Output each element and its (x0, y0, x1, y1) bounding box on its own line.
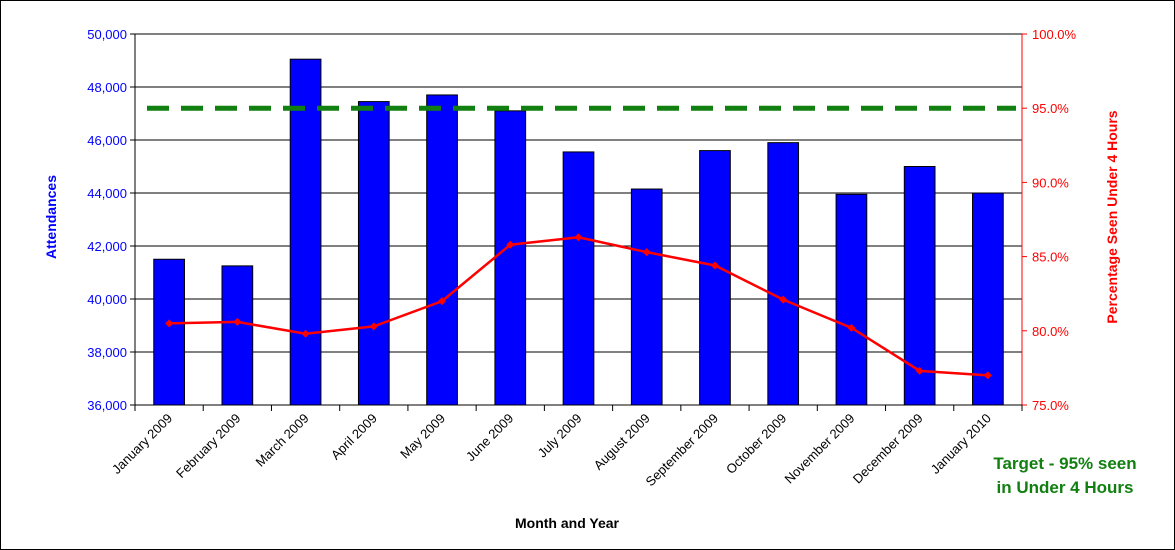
attendance-bar (153, 258, 185, 406)
gridlines (135, 33, 1022, 353)
percentage-point (369, 322, 378, 331)
percentage-point (165, 319, 174, 328)
right-axis-tick-label: 80.0% (1032, 324, 1069, 339)
right-axis-tick-label: 85.0% (1032, 250, 1069, 265)
attendance-bar (562, 151, 595, 406)
percentage-point (847, 323, 856, 332)
x-axis-category-label: August 2009 (591, 411, 653, 473)
target-annotation-line1: Target - 95% seen (993, 454, 1137, 473)
x-axis-category-label: April 2009 (328, 411, 380, 463)
percentage-point (574, 233, 583, 242)
right-axis-tick-label: 75.0% (1032, 398, 1069, 413)
percentage-point (915, 366, 924, 375)
left-axis-tick-label: 36,000 (87, 398, 127, 413)
right-axis-tick-label: 95.0% (1032, 101, 1069, 116)
percentage-point (710, 261, 719, 270)
attendance-bar (426, 94, 458, 406)
axes (130, 33, 1027, 411)
x-axis-category-label: November 2009 (782, 411, 858, 487)
attendance-bar (835, 193, 868, 406)
x-axis-category-label: February 2009 (173, 411, 243, 481)
percentage-point (506, 240, 515, 249)
right-axis-title: Percentage Seen Under 4 Hours (1104, 110, 1120, 323)
attendance-bar (767, 142, 800, 406)
x-axis-category-label: March 2009 (253, 411, 312, 470)
percentage-point (438, 297, 447, 306)
left-axis-title: Attendances (43, 175, 59, 259)
attendance-bar (699, 150, 731, 406)
attendance-bar (494, 110, 527, 406)
right-axis-tick-label: 100.0% (1032, 27, 1077, 42)
x-axis-category-label: May 2009 (397, 411, 448, 462)
target-annotation: Target - 95% seen in Under 4 Hours (975, 452, 1155, 500)
left-axis-tick-label: 50,000 (87, 27, 127, 42)
attendance-bar (357, 101, 390, 406)
left-axis-tick-label: 42,000 (87, 239, 127, 254)
left-axis-tick-label: 44,000 (87, 186, 127, 201)
percentage-point (983, 371, 992, 380)
left-axis-tick-label: 48,000 (87, 80, 127, 95)
percentage-point (642, 248, 651, 257)
x-axis-category-label: January 2009 (109, 411, 175, 477)
x-axis-category-label: December 2009 (850, 411, 926, 487)
percentage-point (779, 295, 788, 304)
left-axis-tick-label: 46,000 (87, 133, 127, 148)
attendance-bar (221, 265, 254, 406)
right-axis-tick-label: 90.0% (1032, 175, 1069, 190)
x-axis-category-label: October 2009 (723, 411, 789, 477)
x-axis-category-label: September 2009 (643, 411, 722, 490)
target-annotation-line2: in Under 4 Hours (996, 478, 1134, 497)
attendance-bar (289, 58, 322, 406)
left-axis-tick-label: 38,000 (87, 345, 127, 360)
x-axis-title: Month and Year (515, 515, 620, 531)
attendance-bars (153, 58, 1004, 406)
left-axis-tick-label: 40,000 (87, 292, 127, 307)
percentage-point (233, 317, 242, 326)
attendance-bar (972, 192, 1004, 406)
percentage-point (301, 329, 310, 338)
x-axis-category-label: July 2009 (535, 411, 585, 461)
attendance-bar (630, 188, 663, 406)
percentage-lines (147, 105, 1016, 380)
x-axis-category-label: June 2009 (463, 411, 517, 465)
